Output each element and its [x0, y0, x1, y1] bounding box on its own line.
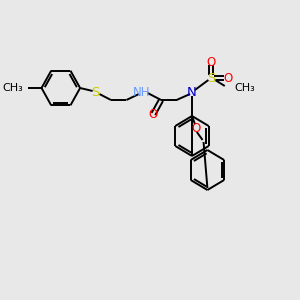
- Text: O: O: [191, 122, 200, 134]
- Text: O: O: [223, 71, 232, 85]
- Text: CH₃: CH₃: [234, 83, 255, 93]
- Text: CH₃: CH₃: [2, 83, 23, 93]
- Text: N: N: [187, 85, 197, 98]
- Text: S: S: [207, 71, 215, 85]
- Text: O: O: [207, 56, 216, 68]
- Text: NH: NH: [133, 85, 151, 98]
- Text: O: O: [149, 109, 158, 122]
- Text: S: S: [92, 85, 100, 98]
